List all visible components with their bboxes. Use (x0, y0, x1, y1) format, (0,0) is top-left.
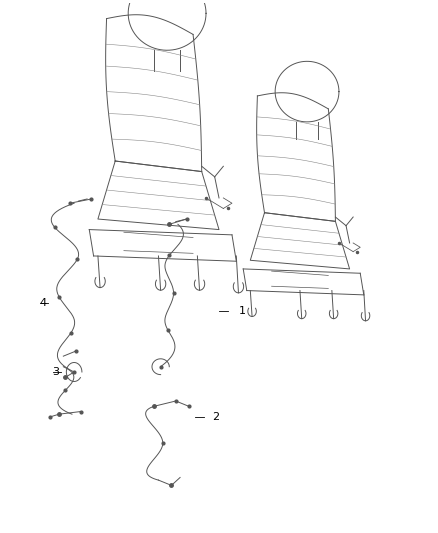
Text: 4: 4 (39, 298, 47, 309)
Text: 3: 3 (53, 367, 60, 377)
Text: 2: 2 (212, 412, 219, 422)
Text: 1: 1 (238, 306, 245, 316)
